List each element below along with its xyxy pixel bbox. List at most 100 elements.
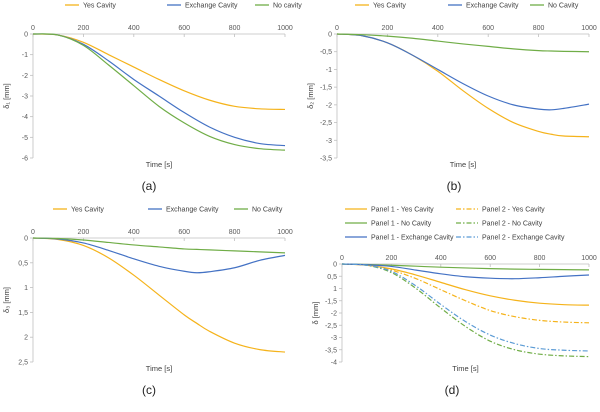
y-tick-label: 1 — [24, 285, 28, 292]
y-tick-label: -5 — [22, 135, 28, 142]
y-tick-label: 0,5 — [327, 274, 337, 281]
series-line-panel-2-yes-cavity — [341, 263, 590, 324]
y-tick-label: -2 — [331, 311, 337, 318]
y-tick-label: 0 — [24, 236, 28, 243]
y-tick-label: -4 — [331, 360, 337, 367]
x-tick-label: 1000 — [277, 25, 293, 32]
legend-label: Panel 2 - Yes Cavity — [482, 207, 545, 214]
panel-caption: (b) — [447, 179, 462, 193]
x-tick-label: 0 — [340, 255, 344, 262]
legend-label: Panel 1 - Yes Cavity — [371, 207, 434, 214]
y-tick-label: -3 — [331, 335, 337, 342]
x-tick-label: 400 — [128, 25, 140, 32]
legend-label: Yes Cavity — [71, 207, 104, 214]
x-tick-label: 1000 — [581, 25, 597, 32]
y-tick-label: -3,5 — [325, 347, 337, 354]
x-tick-label: 200 — [382, 25, 394, 32]
x-tick-label: 600 — [178, 229, 190, 236]
panel-caption: (d) — [445, 383, 460, 397]
x-tick-label: 1000 — [277, 229, 293, 236]
x-tick-label: 800 — [229, 25, 241, 32]
series-line-panel-2-exchange-cavity — [341, 263, 590, 352]
legend-label: Exchange Cavity — [166, 207, 219, 214]
y-tick-label: -1 — [22, 52, 28, 59]
y-tick-label: 1 — [333, 286, 337, 293]
y-tick-label: -1,5 — [320, 85, 332, 92]
y-tick-label: -2,5 — [325, 323, 337, 330]
legend-label: Exchange Cavity — [185, 3, 238, 10]
series-line-panel-2-no-cavity — [341, 263, 590, 358]
y-tick-label: 0,5 — [18, 260, 28, 267]
chart-a: 0 200 400 600 800 1000 0 -1 -2 -3 -4 -5 -6 Time [s] δ₁… — [2, 3, 302, 194]
y-tick-label: -1 — [326, 67, 332, 74]
x-axis-title: Time [s] — [452, 364, 478, 373]
x-tick-label: 200 — [78, 229, 90, 236]
chart-c: 0 200 400 600 800 1000 0 0,5 1 1,5 2 2,5 Time [s] δ₃ … — [2, 207, 293, 398]
y-tick-label: 2,5 — [18, 360, 28, 367]
x-tick-label: 0 — [335, 25, 339, 32]
y-axis-title: δ [mm] — [311, 302, 320, 325]
legend-label: Yes Cavity — [83, 3, 116, 10]
y-tick-label: -4 — [22, 114, 28, 121]
legend-label: No Cavity — [548, 3, 579, 10]
legend-label: Panel 1 - Exchange Cavity — [371, 235, 454, 242]
legend-label: Yes Cavity — [373, 3, 406, 10]
x-tick-label: 1000 — [581, 255, 597, 262]
panel-caption: (a) — [142, 179, 157, 193]
series-line-exchange-cavity — [336, 33, 590, 111]
x-axis-title: Time [s] — [146, 160, 172, 169]
series-line-yes-cavity — [32, 33, 286, 111]
series-line-no-cavity — [32, 237, 286, 254]
legend-label: No cavity — [273, 3, 302, 10]
x-tick-label: 600 — [178, 25, 190, 32]
x-tick-label: 800 — [534, 255, 546, 262]
series-line-no-cavity — [336, 33, 590, 53]
x-tick-label: 0 — [31, 229, 35, 236]
x-tick-label: 400 — [128, 229, 140, 236]
x-tick-label: 200 — [386, 255, 398, 262]
series-line-panel-1-no-cavity — [341, 263, 590, 271]
series-line-exchange-cavity — [32, 237, 286, 274]
legend-label: No Cavity — [252, 207, 283, 214]
legend-label: Panel 2 - No Cavity — [482, 221, 543, 228]
y-axis-title: δ₁ [mm] — [2, 83, 11, 108]
y-tick-label: -3 — [326, 138, 332, 145]
series-line-yes-cavity — [336, 33, 590, 138]
x-tick-label: 200 — [78, 25, 90, 32]
y-tick-label: 0 — [24, 32, 28, 39]
series-line-no-cavity — [32, 33, 286, 151]
series-line-yes-cavity — [32, 237, 286, 353]
y-tick-label: -6 — [22, 156, 28, 163]
x-tick-label: 800 — [229, 229, 241, 236]
y-tick-label: -3,5 — [320, 156, 332, 163]
series-line-panel-1-yes-cavity — [341, 263, 590, 306]
y-tick-label: 2 — [24, 335, 28, 342]
series-line-panel-1-exchange-cavity — [341, 263, 590, 280]
y-axis-title: δ₂ [mm] — [306, 83, 315, 109]
x-axis-title: Time [s] — [450, 160, 476, 169]
y-axis-title: δ₃ [mm] — [2, 287, 11, 313]
x-tick-label: 600 — [482, 25, 494, 32]
x-tick-label: 400 — [432, 25, 444, 32]
x-tick-label: 600 — [484, 255, 496, 262]
panel-caption: (c) — [142, 383, 156, 397]
y-tick-label: -2 — [326, 102, 332, 109]
chart-d: 0 200 400 600 800 1000 0 0,5 1 -1,5 -2 -2,5 -3 -3,5 -4… — [311, 207, 597, 398]
y-tick-label: -1,5 — [325, 298, 337, 305]
y-tick-label: -2,5 — [320, 120, 332, 127]
y-tick-label: -2 — [22, 73, 28, 80]
x-tick-label: 800 — [533, 25, 545, 32]
x-axis-title: Time [s] — [146, 364, 172, 373]
chart-b: 0 200 400 600 800 1000 0 -0,5 -1 -1,5 -2 -2,5 -3 -3,5… — [306, 3, 597, 194]
x-tick-label: 400 — [435, 255, 447, 262]
x-tick-label: 0 — [31, 25, 35, 32]
y-tick-label: -0,5 — [320, 49, 332, 56]
legend-label: Exchange Cavity — [466, 3, 519, 10]
y-tick-label: -3 — [22, 94, 28, 101]
legend-label: Panel 2 - Exchange Cavity — [482, 235, 565, 242]
series-line-exchange-cavity — [32, 33, 286, 147]
legend-label: Panel 1 - No Cavity — [371, 221, 432, 228]
y-tick-label: 0 — [333, 262, 337, 269]
